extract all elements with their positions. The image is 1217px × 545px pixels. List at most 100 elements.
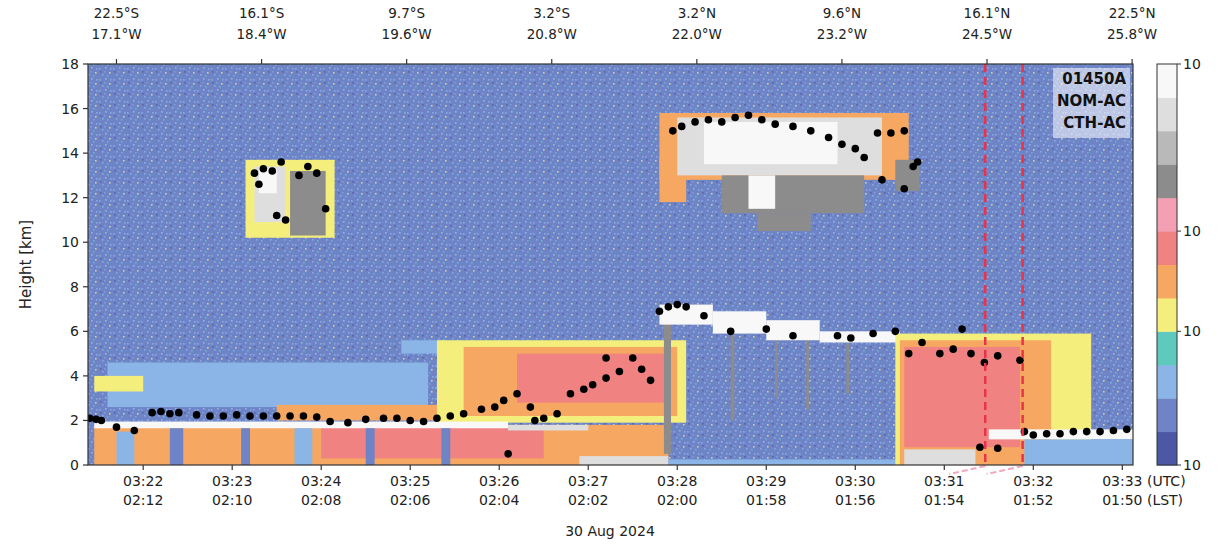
heatmap-cell [254,166,285,222]
colorbar-segment [1157,298,1177,332]
heatmap-cell [321,427,544,458]
x-tick-label: 03:31 [924,473,964,489]
y-tick [83,375,88,376]
heatmap-cell [748,175,775,208]
cloud-top-point [949,345,957,353]
cloud-top-point [113,423,121,431]
heatmap-cell [722,175,864,213]
x-tick [321,465,322,470]
annotation-bg [1053,68,1130,138]
cloud-top-point [918,339,926,347]
colorbar-tick [1177,64,1181,65]
y-tick [83,331,88,332]
cloud-top-point [892,328,900,336]
cloud-top-point [994,352,1002,360]
chart: 024681012141618Height [km]03:2202:1203:2… [0,0,1217,545]
cloud-top-point [647,377,655,385]
cloud-top-point [656,307,664,315]
y-tick-label: 14 [61,145,79,161]
cloud-top-point [851,145,859,153]
cloud-top-point [157,408,165,416]
colorbar-segment [1157,432,1177,466]
cloud-top-point [260,165,268,173]
x-tick-label: 03:27 [568,473,608,489]
heatmap-cell [846,342,849,393]
cloud-top-point [420,418,428,426]
heatmap-cell [508,425,588,431]
y-axis-title: Height [km] [17,220,35,309]
top-tick-label: 9.6°N [823,5,861,21]
y-tick [83,420,88,421]
y-tick-label: 6 [70,323,79,339]
cloud-top-point [616,368,624,376]
colorbar-segment [1157,365,1177,399]
x-tick [944,465,945,470]
heatmap-cell [295,428,313,465]
cloud-top-point [727,328,735,336]
heatmap-cell [713,311,766,333]
cloud-top-point [478,406,486,414]
cloud-top-point [665,303,673,311]
colorbar-segment [1157,164,1177,198]
x-tick-label: 03:25 [390,473,430,489]
y-tick [83,242,88,243]
cloud-top-point [540,414,548,422]
heatmap-cell [88,64,1133,465]
cloud-top-point [762,325,770,333]
cloud-top-point [98,417,106,425]
y-tick [83,464,88,465]
x-tick [1122,465,1123,470]
x-tick-label: 03:28 [657,473,697,489]
cloud-top-point [500,397,508,405]
y-tick [83,286,88,287]
colorbar-tick-label: 10 [1183,223,1201,239]
cloud-top-point [513,390,521,398]
x-tick [232,465,233,470]
heatmap-cell [659,113,908,180]
cloud-top-point [682,303,690,311]
y-tick [83,63,88,64]
colorbar-tick-label: 10 [1183,323,1201,339]
plot-frame [88,64,1133,465]
heatmap-cell [437,340,686,422]
cloud-top-point [433,414,441,422]
heatmap-cell [731,334,735,421]
cloud-top-point [233,411,241,419]
cloud-top-point [130,427,138,435]
cloud-top-point [629,354,637,362]
top-tick [841,59,842,64]
heatmap-cell [677,117,882,175]
x-tick [1033,465,1034,470]
x-tick-label-lst: 02:00 [657,492,697,508]
cloud-top-point [282,216,290,224]
cloud-top-point [1083,428,1091,436]
cloud-top-point [268,167,276,175]
cloud-top-point [874,129,882,137]
cloud-top-point [260,412,268,420]
top-tick-label: 19.6°W [382,26,432,42]
y-tick-label: 18 [61,56,79,72]
colorbar-tick-label: 10 [1183,56,1201,72]
y-tick-label: 10 [61,234,79,250]
x-tick-label-lst: 02:06 [390,492,430,508]
x-tick-label-lst: 01:50 (LST) [1102,492,1183,508]
colorbar-segment [1157,198,1177,232]
cloud-top-point [731,114,739,122]
cloud-top-point [313,413,321,421]
top-tick-label: 18.4°W [236,26,286,42]
cloud-top-point [344,419,352,427]
top-tick [406,59,407,64]
cloud-top-point [718,118,726,126]
heatmap-cell [664,320,671,454]
cloud-top-point [700,312,708,320]
cloud-top-point [362,416,370,424]
top-tick-label: 16.1°S [239,5,284,21]
cloud-top-point [994,444,1002,452]
cloud-top-point [1056,430,1064,438]
cloud-top-point [446,412,454,420]
cloud-top-point [834,332,842,340]
top-tick-label: 20.8°W [527,26,577,42]
colorbar-tick-label: 10 [1183,457,1201,473]
cloud-top-point [745,111,753,119]
y-tick-label: 16 [61,101,79,117]
